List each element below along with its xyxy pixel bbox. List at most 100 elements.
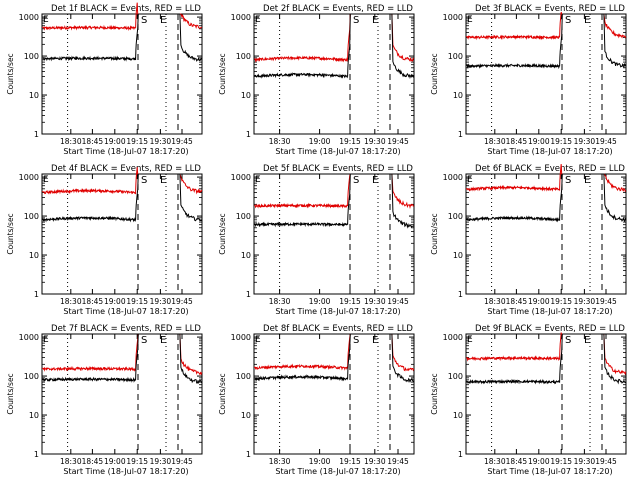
marker-e-left: E [467,15,473,25]
x-tick-label: 18:45 [82,137,104,146]
events-series-line-after-saa [603,333,627,385]
x-tick-label: 19:45 [387,297,409,306]
x-tick-label: 19:45 [387,137,409,146]
y-tick-label: 1000 [19,13,39,22]
y-tick-label: 1 [34,290,39,299]
events-series-line [254,13,351,79]
marker-s: S [565,335,571,346]
y-tick-label: 1000 [231,13,251,22]
x-axis-label: Start Time (18-Jul-07 18:17:20) [487,307,612,316]
x-tick-label: 19:00 [309,457,331,466]
lld-series-line [254,13,351,63]
x-tick-label: 19:00 [104,457,126,466]
lld-series-line [42,167,139,195]
marker-e-left: E [43,335,49,345]
events-series-line [42,333,139,383]
marker-e: E [372,335,378,346]
y-tick-label: 100 [24,212,39,221]
chart-title: Det 7f BLACK = Events, RED = LLD [51,324,201,334]
y-tick-label: 1000 [443,333,463,342]
plot-frame [253,333,415,455]
x-tick-label: 19:00 [104,297,126,306]
x-tick-label: 18:45 [82,457,104,466]
marker-s: S [141,15,147,26]
lld-series-line-after-saa [603,13,627,39]
y-tick-label: 100 [236,52,251,61]
marker-e: E [372,15,378,26]
x-tick-label: 18:45 [506,137,528,146]
x-tick-label: 18:30 [269,297,291,306]
chart-title: Det 8f BLACK = Events, RED = LLD [263,324,413,334]
marker-s: S [141,175,147,186]
x-tick-label: 18:45 [506,297,528,306]
x-tick-label: 18:45 [82,297,104,306]
y-axis-label: Counts/sec [430,373,439,414]
x-tick-label: 19:30 [364,457,386,466]
chart-panel-3: Det 3f BLACK = Events, RED = LLD 1 10 100 10… [430,4,627,156]
events-series-line [466,13,563,70]
x-tick-label: 19:45 [171,137,193,146]
y-axis-label: Counts/sec [6,53,15,94]
events-series-line [466,333,563,385]
x-axis-label: Start Time (18-Jul-07 18:17:20) [63,467,188,476]
x-axis-label: Start Time (18-Jul-07 18:17:20) [487,467,612,476]
x-axis-label: Start Time (18-Jul-07 18:17:20) [275,467,400,476]
x-tick-label: 19:00 [309,137,331,146]
lld-series-line [42,2,139,32]
x-tick-label: 19:15 [550,457,572,466]
events-series-line [42,13,139,62]
x-tick-label: 19:30 [150,297,172,306]
plot-frame [253,173,415,295]
x-tick-label: 19:30 [150,137,172,146]
plot-frame [465,13,627,135]
chart-panel-7: Det 7f BLACK = Events, RED = LLD 1 10 100 10… [6,324,203,476]
events-series-line [254,333,351,382]
y-tick-label: 1000 [443,173,463,182]
x-tick-label: 19:00 [528,457,550,466]
x-tick-label: 19:15 [339,297,361,306]
events-series-line-after-saa [391,333,415,383]
chart-panel-6: Det 6f BLACK = Events, RED = LLD 1 10 100 10… [430,164,627,316]
events-series-line-after-saa [391,13,415,80]
chart-panel-4: Det 4f BLACK = Events, RED = LLD 1 10 100 10… [6,164,203,316]
y-tick-label: 10 [241,91,251,100]
marker-e-left: E [255,175,261,185]
lld-series-line-after-saa [179,333,203,376]
chart-panel-2: Det 2f BLACK = Events, RED = LLD 1 10 100 10… [218,4,415,156]
x-tick-label: 19:45 [171,457,193,466]
lld-series-line [42,333,139,372]
y-tick-label: 100 [236,212,251,221]
x-tick-label: 19:30 [574,457,596,466]
y-tick-label: 10 [241,251,251,260]
y-tick-label: 100 [236,372,251,381]
x-tick-label: 18:30 [60,137,82,146]
x-tick-label: 19:15 [550,297,572,306]
x-tick-label: 19:30 [364,137,386,146]
x-tick-label: 19:30 [364,297,386,306]
marker-s: S [353,175,359,186]
marker-e: E [584,175,590,186]
x-tick-label: 19:15 [339,137,361,146]
chart-title: Det 1f BLACK = Events, RED = LLD [51,4,201,14]
lld-series-line-after-saa [179,173,203,195]
x-tick-label: 19:15 [126,297,148,306]
events-series-line-after-saa [179,13,202,62]
x-axis-label: Start Time (18-Jul-07 18:17:20) [63,147,188,156]
events-series-line-after-saa [179,333,203,385]
marker-e: E [584,15,590,26]
x-tick-label: 19:45 [171,297,193,306]
chart-panel-1: Det 1f BLACK = Events, RED = LLD 1 10 100 10… [6,2,203,156]
marker-e-left: E [43,15,49,25]
y-tick-label: 10 [453,91,463,100]
marker-s: S [565,15,571,26]
marker-s: S [353,335,359,346]
y-tick-label: 1000 [231,333,251,342]
y-tick-label: 10 [453,411,463,420]
lld-series-line [254,333,351,371]
x-tick-label: 19:00 [528,137,550,146]
chart-title: Det 3f BLACK = Events, RED = LLD [475,4,625,14]
plot-frame [41,13,203,135]
plot-frame [41,173,203,295]
chart-panel-8: Det 8f BLACK = Events, RED = LLD 1 10 100 10… [218,324,415,476]
